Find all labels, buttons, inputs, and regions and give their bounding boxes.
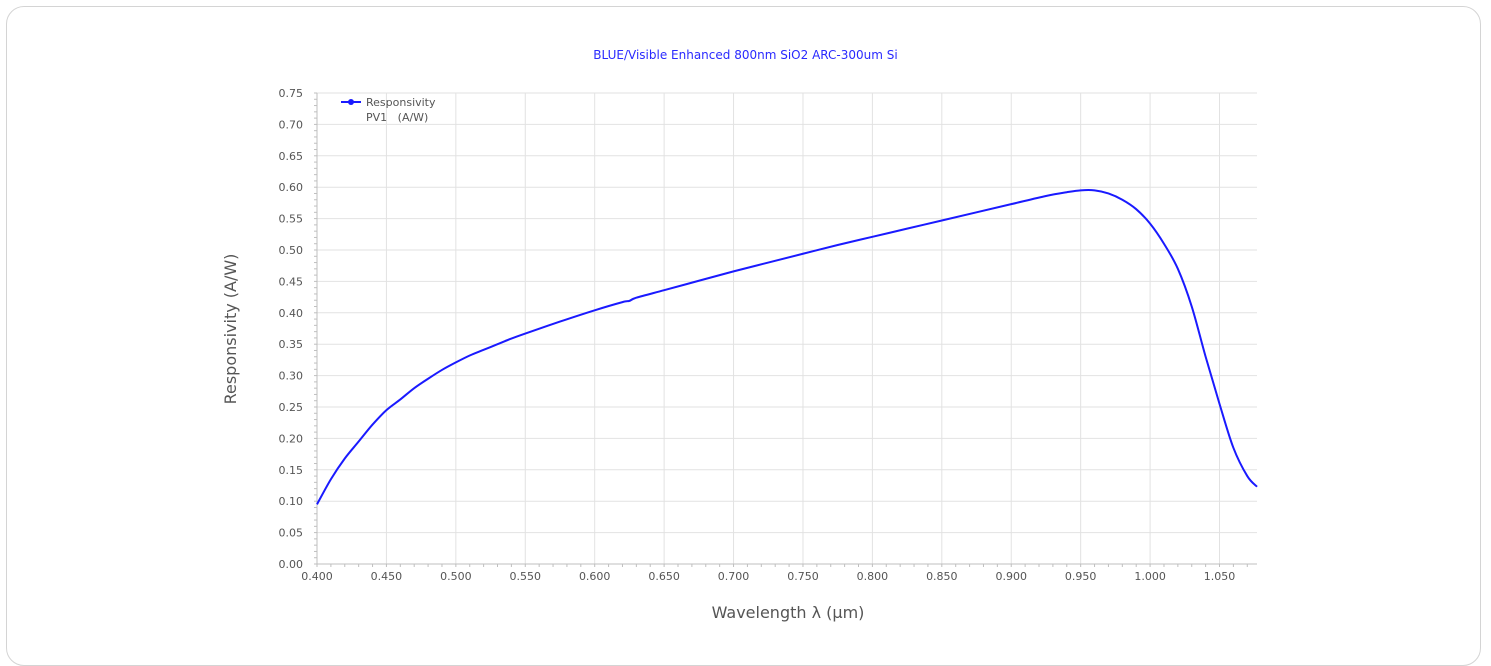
x-tick-label: 0.850	[926, 570, 958, 583]
y-tick-label: 0.50	[279, 244, 304, 257]
x-tick-label: 1.050	[1204, 570, 1236, 583]
x-axis-title: Wavelength λ (µm)	[712, 603, 865, 622]
x-tick-label: 0.800	[857, 570, 889, 583]
x-tick-label: 0.550	[510, 570, 542, 583]
y-tick-label: 0.65	[279, 150, 304, 163]
series-line-responsivity	[316, 189, 1258, 505]
y-tick-label: 0.20	[279, 432, 304, 445]
x-tick-label: 0.650	[648, 570, 680, 583]
x-tick-label: 0.500	[440, 570, 472, 583]
legend-label-line1: Responsivity	[366, 96, 436, 109]
y-tick-label: 0.00	[279, 558, 304, 571]
x-tick-label: 0.450	[371, 570, 403, 583]
y-tick-label: 0.45	[279, 275, 304, 288]
x-tick-label: 0.600	[579, 570, 611, 583]
x-tick-label: 0.400	[301, 570, 333, 583]
y-tick-label: 0.30	[279, 370, 304, 383]
axes	[314, 92, 1257, 567]
y-tick-label: 0.40	[279, 307, 304, 320]
x-tick-label: 0.900	[995, 570, 1027, 583]
y-tick-label: 0.25	[279, 401, 304, 414]
x-tick-label: 0.750	[787, 570, 819, 583]
y-tick-label: 0.75	[279, 87, 304, 100]
legend-marker	[348, 99, 354, 105]
legend: Responsivity PV1 (A/W)	[341, 96, 436, 124]
x-tick-label: 1.000	[1134, 570, 1166, 583]
y-tick-label: 0.05	[279, 527, 304, 540]
y-tick-label: 0.15	[279, 464, 304, 477]
y-tick-label: 0.55	[279, 213, 304, 226]
chart-card	[6, 6, 1481, 666]
chart-title: BLUE/Visible Enhanced 800nm SiO2 ARC-300…	[593, 48, 898, 62]
y-axis-title: Responsivity (A/W)	[221, 254, 240, 405]
grid-lines	[316, 92, 1257, 565]
legend-label-line2: PV1 (A/W)	[366, 111, 428, 124]
y-tick-label: 0.35	[279, 338, 304, 351]
y-tick-label: 0.10	[279, 495, 304, 508]
y-tick-label: 0.70	[279, 118, 304, 131]
tick-labels: 0.00 0.05 0.10 0.15 0.20 0.25 0.30 0.35 0.40 0.45…	[279, 87, 1236, 583]
x-tick-label: 0.700	[718, 570, 750, 583]
x-tick-label: 0.950	[1065, 570, 1097, 583]
y-tick-label: 0.60	[279, 181, 304, 194]
